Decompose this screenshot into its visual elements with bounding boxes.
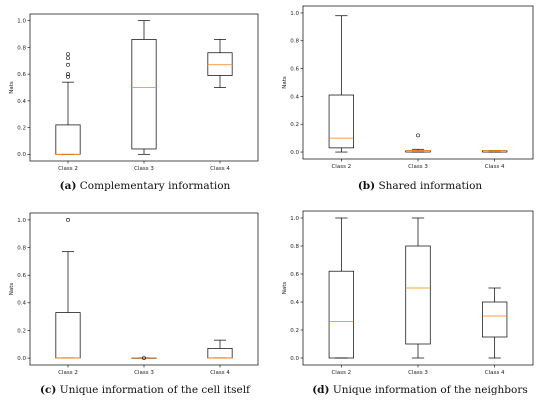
caption-a-letter: (a) (59, 180, 77, 192)
y-tick-label-a: 0.8 (17, 45, 26, 51)
y-tick-label-b: 0.0 (290, 150, 299, 156)
outlier-point (66, 52, 70, 56)
caption-d-letter: (d) (312, 384, 330, 396)
caption-b: (b) Shared information (295, 180, 545, 192)
panel-c: 0.0 0.2 0.4 0.6 0.8 1.0 Nats Class 2 Class 3 Clas… (9, 212, 259, 376)
outlier-point (66, 56, 70, 61)
y-tick-label-d: 0.4 (290, 300, 299, 306)
panel-a: 0.0 0.2 0.4 0.6 0.8 1.0 Nats Class 2 Class 3 Clas… (9, 13, 259, 172)
box-b-1 (328, 15, 354, 153)
outlier-point (66, 74, 70, 79)
y-tick-label-b: 0.6 (290, 66, 299, 72)
box-b-2 (405, 133, 431, 153)
y-tick-label-c: 1.0 (17, 218, 26, 224)
y-axis-label-c: Nats (9, 283, 15, 296)
y-axis-label-b: Nats (282, 76, 288, 89)
x-tick-label-a: Class 2 (58, 166, 78, 172)
x-tick-label-c: Class 3 (134, 370, 154, 376)
y-tick-label-a: 0.6 (17, 72, 26, 78)
box-body (55, 312, 81, 359)
box-b-3 (482, 150, 508, 153)
plot-frame-b (302, 5, 534, 160)
x-tick-label-d: Class 2 (331, 370, 351, 376)
box-body (207, 52, 233, 76)
y-tick-label-b: 0.8 (290, 39, 299, 45)
y-tick-label-c: 0.2 (17, 328, 26, 334)
outlier-point (66, 72, 70, 77)
caption-a: (a) Complementary information (20, 180, 270, 192)
caption-c-letter: (c) (40, 384, 57, 396)
box-d-3 (482, 287, 508, 359)
y-tick-label-a: 1.0 (17, 19, 26, 25)
x-tick-label-b: Class 2 (331, 164, 351, 170)
caption-d-text: Unique information of the neighbors (332, 384, 528, 396)
outlier-point (66, 62, 70, 67)
y-tick-label-a: 0.0 (17, 152, 26, 158)
box-a-3 (207, 39, 233, 88)
panel-b: 0.0 0.2 0.4 0.6 0.8 1.0 Nats Class 2 Class 3 Clas… (282, 5, 534, 170)
box-body (328, 94, 354, 149)
plot-frame-c (29, 212, 259, 366)
y-tick-label-d: 1.0 (290, 216, 299, 222)
outlier-point (66, 218, 70, 222)
y-tick-label-c: 0.4 (17, 301, 26, 307)
outlier-point (142, 356, 146, 360)
x-tick-label-a: Class 3 (134, 166, 154, 172)
caption-b-letter: (b) (357, 180, 376, 192)
y-tick-label-d: 0.6 (290, 272, 299, 278)
box-c-2 (131, 356, 157, 360)
box-body (482, 301, 508, 338)
box-body (328, 270, 354, 359)
box-c-1 (55, 218, 81, 359)
box-body (405, 245, 431, 345)
y-tick-label-c: 0.8 (17, 245, 26, 251)
x-tick-label-c: Class 2 (58, 370, 78, 376)
y-tick-label-b: 0.4 (290, 94, 299, 100)
x-tick-label-b: Class 3 (408, 164, 428, 170)
y-axis-label-a: Nats (9, 81, 15, 94)
x-tick-label-b: Class 4 (485, 164, 505, 170)
y-tick-label-d: 0.0 (290, 356, 299, 362)
caption-b-text: Shared information (378, 180, 483, 192)
x-tick-label-c: Class 4 (210, 370, 230, 376)
box-body (55, 124, 81, 155)
caption-c: (c) Unique information of the cell itsel… (20, 384, 270, 396)
y-tick-label-d: 0.8 (290, 244, 299, 250)
y-tick-label-b: 0.2 (290, 122, 299, 128)
caption-c-text: Unique information of the cell itself (59, 384, 250, 396)
box-c-3 (207, 339, 233, 359)
y-axis-label-d: Nats (282, 282, 288, 295)
panel-d: 0.0 0.2 0.4 0.6 0.8 1.0 Nats Class 2 Class 3 Clas… (282, 210, 534, 376)
y-tick-label-d: 0.2 (290, 328, 299, 334)
box-body (207, 348, 233, 359)
box-d-1 (328, 217, 354, 359)
box-d-2 (405, 217, 431, 359)
y-tick-label-c: 0.6 (17, 273, 26, 279)
box-a-2 (131, 20, 157, 155)
x-tick-label-d: Class 3 (408, 370, 428, 376)
box-a-1 (55, 52, 81, 155)
y-tick-label-b: 1.0 (290, 11, 299, 17)
caption-d: (d) Unique information of the neighbors (295, 384, 545, 396)
x-tick-label-d: Class 4 (485, 370, 505, 376)
caption-a-text: Complementary information (79, 180, 231, 192)
y-tick-label-a: 0.2 (17, 125, 26, 131)
x-tick-label-a: Class 4 (210, 166, 230, 172)
outlier-point (416, 133, 420, 138)
y-tick-label-c: 0.0 (17, 356, 26, 362)
box-body (131, 39, 157, 150)
y-tick-label-a: 0.4 (17, 99, 26, 105)
